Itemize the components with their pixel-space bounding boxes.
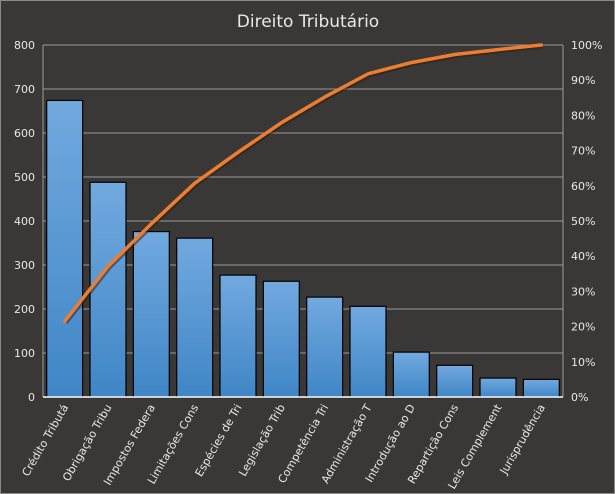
bar [219,274,257,398]
y2-tick-label: 80% [571,109,595,122]
y-tick-label: 200 [14,303,35,316]
chart-title: Direito Tributário [237,12,379,32]
y2-tick-label: 70% [571,145,595,158]
x-tick-label: Legislação Trib [236,402,288,479]
y-tick-label: 600 [14,127,35,140]
y2-tick-label: 90% [571,74,595,87]
y2-tick-label: 60% [571,180,595,193]
x-tick-label: Jurisprudência [497,402,548,477]
bar [392,351,430,398]
y2-tick-label: 100% [571,39,602,52]
y2-tick-label: 20% [571,321,595,334]
y-tick-label: 0 [28,391,35,404]
bar [522,378,560,398]
y2-tick-label: 0% [571,391,588,404]
bar [306,296,344,398]
bar [89,181,127,398]
cumulative-percent-line [62,43,544,324]
y-tick-label: 500 [14,171,35,184]
bar [132,230,170,398]
bar [436,364,474,398]
bar [349,305,387,398]
x-tick-label: Espécies de Tri [193,402,245,479]
y2-tick-label: 10% [571,356,595,369]
bar [176,237,214,398]
bar [262,280,300,398]
y-tick-label: 100 [14,347,35,360]
y2-tick-label: 40% [571,250,595,263]
x-tick-label: Crédito Tributá [20,402,72,479]
y2-tick-label: 50% [571,215,595,228]
y-tick-label: 300 [14,259,35,272]
y-tick-label: 400 [14,215,35,228]
y-tick-label: 800 [14,39,35,52]
bar [46,99,84,398]
bar [479,377,517,398]
y-tick-label: 700 [14,83,35,96]
y2-tick-label: 30% [571,285,595,298]
